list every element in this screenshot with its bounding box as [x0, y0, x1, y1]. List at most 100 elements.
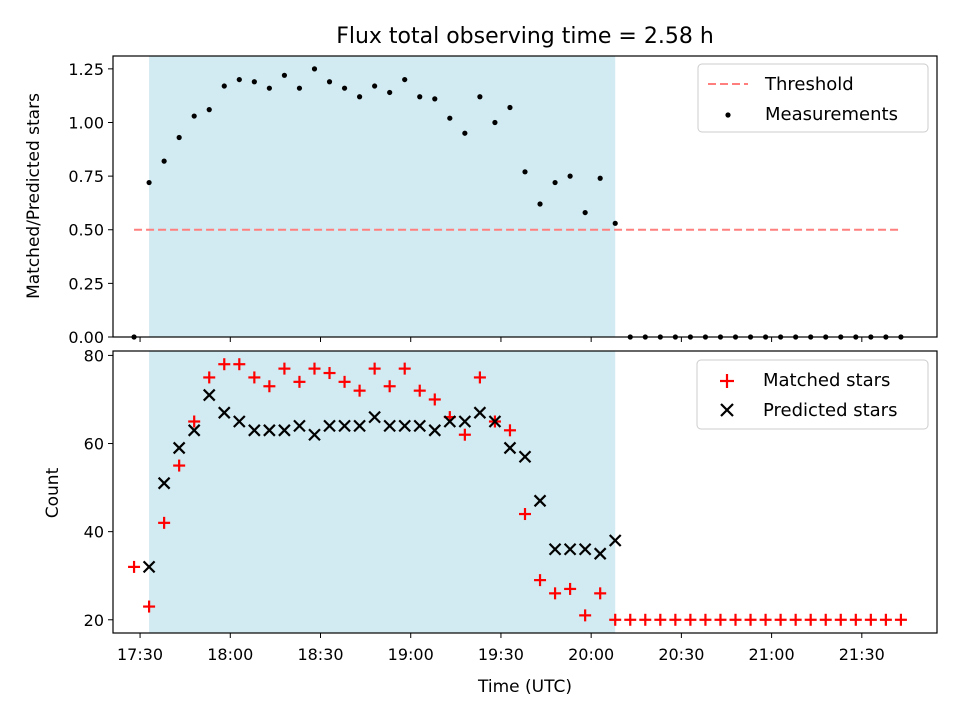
matched-star-point	[759, 613, 772, 626]
top-ytick-label: 0.75	[68, 167, 104, 186]
matched-star-point	[128, 560, 141, 573]
matched-star-point	[203, 371, 216, 384]
predicted-star-point	[338, 419, 351, 433]
measurement-point	[281, 72, 288, 78]
bottom-ytick-label: 40	[84, 523, 104, 542]
matched-star-point	[278, 362, 291, 375]
matched-star-point	[248, 371, 261, 384]
top-legend-box	[697, 63, 929, 133]
matched-star-point	[819, 613, 832, 626]
measurement-point	[597, 175, 603, 181]
bottom-xlabel: Time (UTC)	[477, 677, 572, 697]
matched-star-point	[458, 428, 471, 441]
predicted-star-point	[593, 547, 607, 560]
bottom-shaded-interval	[149, 351, 616, 633]
top-ylabel: Matched/Predicted stars	[24, 93, 44, 299]
measurement-point	[432, 96, 438, 102]
matched-star-point	[639, 613, 652, 626]
measurement-point	[221, 83, 227, 89]
legend-predicted-swatch	[720, 403, 734, 417]
predicted-star-point	[518, 450, 532, 464]
top-axes-frame	[112, 55, 938, 338]
matched-star-point	[413, 384, 426, 397]
legend-matched-label: Matched stars	[763, 370, 890, 391]
matched-star-point	[834, 613, 847, 626]
measurement-point	[402, 76, 408, 83]
predicted-star-point	[548, 543, 562, 556]
xtick-label: 17:30	[117, 645, 163, 664]
predicted-star-point	[428, 424, 442, 437]
measurement-point	[477, 94, 483, 100]
chart-title: Flux total observing time = 2.58 h	[336, 24, 714, 49]
matched-star-point	[143, 600, 156, 613]
matched-star-point	[263, 380, 276, 393]
xtick-label: 21:30	[839, 645, 885, 664]
bottom-ytick-label: 60	[84, 435, 104, 454]
matched-star-point	[383, 380, 396, 393]
matched-star-point	[789, 613, 802, 626]
predicted-star-point	[398, 419, 411, 433]
xtick-label: 19:00	[388, 645, 434, 664]
xtick-label: 20:30	[658, 645, 704, 664]
top-panel: Matched/Predicted stars 0.00 0.25 0.50 0.75…	[24, 55, 938, 347]
predicted-star-point	[263, 424, 276, 437]
predicted-star-point	[563, 543, 577, 556]
bottom-ylabel: Count	[43, 467, 63, 518]
measurement-point	[552, 179, 558, 186]
predicted-star-point	[608, 534, 622, 547]
matched-star-point	[218, 358, 231, 371]
predicted-star-point	[578, 543, 592, 556]
predicted-star-point	[142, 560, 156, 574]
measurement-point	[582, 209, 588, 216]
xtick-label: 18:00	[207, 645, 253, 664]
matched-star-point	[308, 362, 321, 375]
xtick-label: 19:30	[478, 645, 524, 664]
measurement-point	[206, 107, 212, 113]
matched-star-point	[774, 613, 787, 626]
matched-star-point	[549, 587, 562, 600]
matched-star-point	[398, 362, 411, 375]
measurement-point	[447, 115, 453, 121]
matched-star-point	[534, 574, 547, 587]
matched-star-point	[338, 375, 351, 388]
predicted-star-point	[202, 388, 216, 402]
matched-star-point	[428, 393, 441, 406]
predicted-star-point	[473, 406, 487, 419]
predicted-star-point	[172, 441, 186, 455]
measurement-point	[387, 89, 393, 96]
matched-star-point	[233, 358, 246, 371]
bottom-ytick-label: 20	[84, 611, 104, 630]
legend-measurements-label: Measurements	[765, 104, 898, 125]
predicted-star-point	[323, 419, 336, 433]
predicted-star-point	[217, 406, 231, 419]
predicted-star-point	[308, 428, 321, 441]
bottom-axes-frame	[112, 350, 938, 634]
measurement-point	[507, 104, 513, 111]
predicted-star-point	[233, 415, 246, 428]
predicted-star-point	[293, 419, 306, 433]
matched-star-point	[894, 613, 907, 626]
top-shaded-interval	[149, 56, 616, 337]
top-ytick-label: 0.25	[68, 274, 104, 293]
measurement-point	[176, 134, 182, 141]
measurement-point	[356, 94, 363, 100]
matched-star-point	[594, 587, 607, 600]
measurement-point	[537, 201, 543, 207]
legend-measurements-swatch	[725, 112, 731, 118]
measurement-point	[522, 169, 528, 175]
measurement-point	[296, 85, 303, 91]
measurement-point	[161, 158, 167, 164]
matched-star-point	[714, 613, 727, 626]
predicted-star-point	[368, 410, 381, 424]
xtick-label: 18:30	[297, 645, 343, 664]
matched-star-point	[879, 613, 892, 626]
matched-star-point	[744, 613, 757, 626]
matched-star-point	[699, 613, 712, 626]
top-legend: Threshold Measurements	[697, 63, 929, 133]
bottom-ytick-label: 80	[84, 346, 104, 365]
predicted-star-point	[443, 415, 457, 428]
measurement-point	[236, 76, 242, 83]
matched-star-point	[564, 582, 577, 595]
matched-star-point	[729, 613, 742, 626]
measurement-point	[326, 79, 333, 85]
